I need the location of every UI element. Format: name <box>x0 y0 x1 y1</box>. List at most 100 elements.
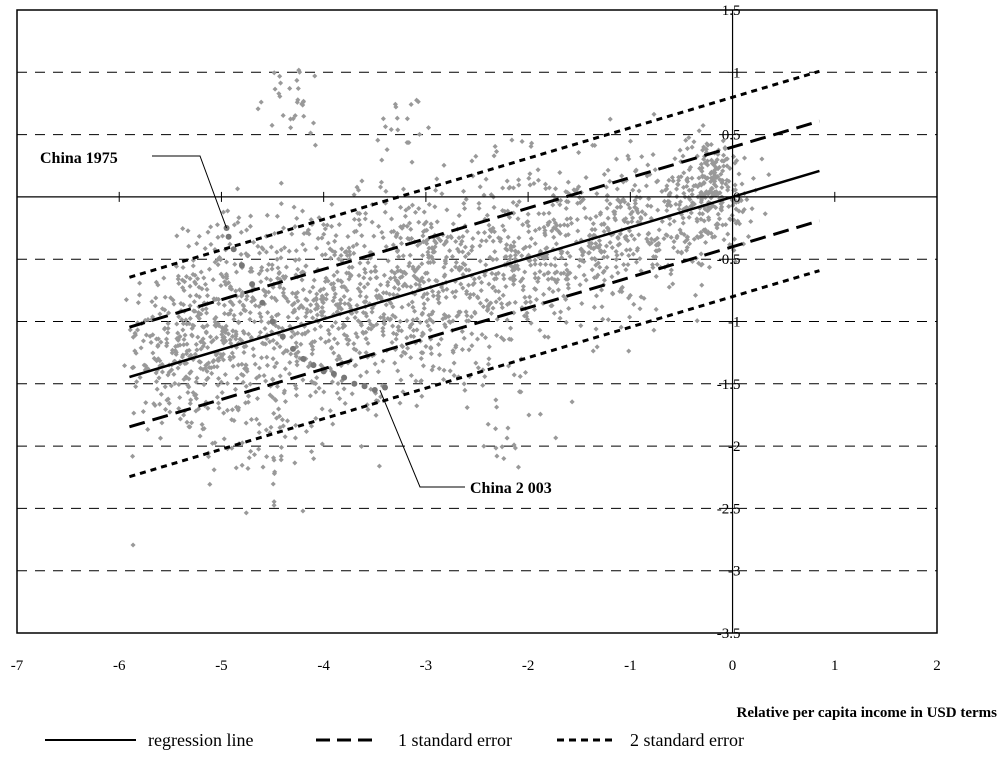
data-point <box>408 226 414 232</box>
data-point <box>398 204 404 210</box>
data-point <box>185 228 191 234</box>
data-point <box>492 143 498 150</box>
data-point <box>294 315 300 321</box>
data-point <box>671 245 677 251</box>
data-point <box>486 281 492 287</box>
data-point <box>543 261 549 268</box>
data-point <box>135 327 141 333</box>
data-point <box>425 259 431 266</box>
data-point <box>491 153 497 159</box>
data-point <box>542 181 548 187</box>
data-point <box>233 404 240 410</box>
data-point <box>165 330 171 336</box>
data-point <box>237 299 243 305</box>
data-point <box>392 270 398 276</box>
data-point <box>283 264 289 270</box>
data-point <box>470 281 476 288</box>
data-point <box>394 264 401 270</box>
data-point <box>605 215 611 221</box>
data-point <box>661 198 668 204</box>
data-point <box>176 314 182 320</box>
data-point <box>230 363 236 369</box>
data-point <box>619 251 625 257</box>
data-point <box>263 289 269 295</box>
data-point <box>400 186 407 192</box>
data-point <box>420 331 426 337</box>
data-point <box>456 235 462 241</box>
data-point <box>328 281 334 287</box>
data-point <box>223 259 230 265</box>
data-point <box>204 293 211 299</box>
data-point <box>336 326 342 332</box>
data-point <box>155 343 161 349</box>
data-point <box>406 205 412 211</box>
data-point <box>191 308 197 314</box>
data-point <box>380 325 386 331</box>
data-point <box>638 294 644 300</box>
data-point <box>408 101 414 108</box>
data-point <box>182 279 188 285</box>
data-point <box>198 346 204 352</box>
data-point <box>158 339 164 345</box>
data-point <box>493 299 499 305</box>
data-point <box>429 254 435 260</box>
data-point <box>380 358 386 364</box>
data-point <box>131 364 137 370</box>
data-point <box>219 331 225 338</box>
data-point <box>341 386 347 392</box>
data-point <box>224 407 230 413</box>
y-tick-label: 0.5 <box>722 128 741 144</box>
data-point <box>516 177 522 183</box>
data-point <box>243 343 249 349</box>
data-point <box>423 343 429 349</box>
data-point <box>206 360 212 366</box>
data-point <box>565 179 571 185</box>
data-point <box>506 363 512 369</box>
data-point <box>364 369 370 375</box>
data-point <box>398 353 404 359</box>
data-point <box>463 267 469 273</box>
data-point <box>525 211 531 217</box>
data-point <box>698 199 704 205</box>
data-point <box>255 106 261 112</box>
data-point <box>277 373 283 379</box>
data-point <box>251 319 257 325</box>
data-point <box>274 249 280 255</box>
data-point <box>319 406 325 412</box>
data-point <box>173 349 179 355</box>
data-point <box>334 340 341 346</box>
data-point <box>600 316 606 322</box>
data-point <box>469 244 475 250</box>
data-point <box>651 327 657 333</box>
fit-lines <box>129 69 820 479</box>
data-point <box>528 143 534 149</box>
data-point <box>293 422 299 428</box>
data-point <box>251 452 258 458</box>
data-point <box>467 295 473 301</box>
data-point <box>496 288 502 295</box>
data-point <box>223 327 229 333</box>
data-point <box>383 302 389 308</box>
data-point <box>410 304 416 310</box>
data-point <box>412 268 418 275</box>
data-point <box>347 297 353 303</box>
annotation-china-1975: China 1975 <box>40 150 118 167</box>
data-point <box>289 334 295 340</box>
data-point <box>594 344 600 350</box>
data-point <box>601 171 607 177</box>
data-point <box>479 238 485 244</box>
data-point <box>627 138 634 144</box>
data-point <box>725 231 731 237</box>
data-point <box>409 159 415 165</box>
data-point <box>426 312 432 318</box>
data-point <box>644 236 650 242</box>
data-point <box>380 332 386 338</box>
data-point <box>301 113 307 119</box>
data-point <box>284 348 290 354</box>
data-point <box>196 406 202 412</box>
data-point <box>357 222 363 228</box>
annotation-china-2003: China 2 003 <box>470 480 552 497</box>
data-point <box>716 216 723 222</box>
data-point <box>332 238 338 244</box>
data-point <box>365 340 371 346</box>
